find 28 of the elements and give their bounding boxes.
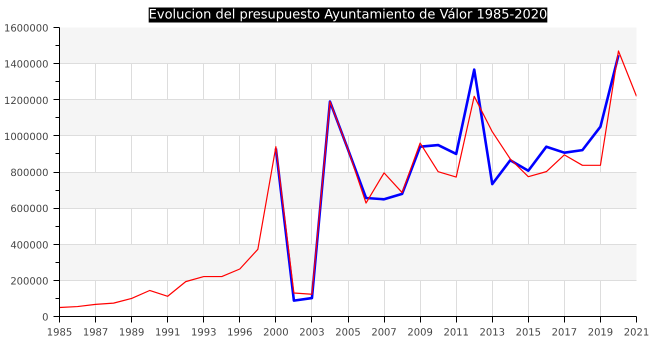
x-tick-label: 2005 <box>335 328 361 338</box>
y-tick-label: 1000000 <box>4 132 49 143</box>
x-tick-label: 1991 <box>154 328 180 338</box>
y-tick-label: 1400000 <box>4 60 49 71</box>
x-tick-label: 1989 <box>118 328 144 338</box>
x-tick-label: 2003 <box>299 328 325 338</box>
y-tick-label: 200000 <box>10 276 49 288</box>
x-tick-label: 2013 <box>480 328 505 338</box>
x-tick-label: 2021 <box>624 328 650 338</box>
y-tick-label: 400000 <box>10 240 49 252</box>
x-tick-label: 1987 <box>82 328 108 338</box>
y-tick-label: 600000 <box>10 204 49 216</box>
y-tick-label: 0 <box>42 312 49 324</box>
x-tick-label: 2011 <box>443 328 469 338</box>
y-tick-label: 800000 <box>10 168 49 179</box>
x-tick-label: 2015 <box>516 328 542 338</box>
x-tick-label: 2019 <box>588 328 614 338</box>
line-series <box>60 50 636 308</box>
x-tick-label: 1996 <box>227 328 253 338</box>
x-tick-label: 1985 <box>46 328 72 338</box>
x-tick-label: 2017 <box>552 328 578 338</box>
x-tick-label: 2000 <box>263 328 289 338</box>
x-tick-label: 2009 <box>407 328 433 338</box>
x-tick-label: 1993 <box>191 328 216 338</box>
y-tick-label: 1600000 <box>4 24 49 34</box>
y-tick-label: 1200000 <box>4 96 49 107</box>
x-tick-label: 2007 <box>371 328 397 338</box>
chart-title: Evolucion del presupuesto Ayuntamiento de Válor 1985-2020 <box>148 8 548 22</box>
